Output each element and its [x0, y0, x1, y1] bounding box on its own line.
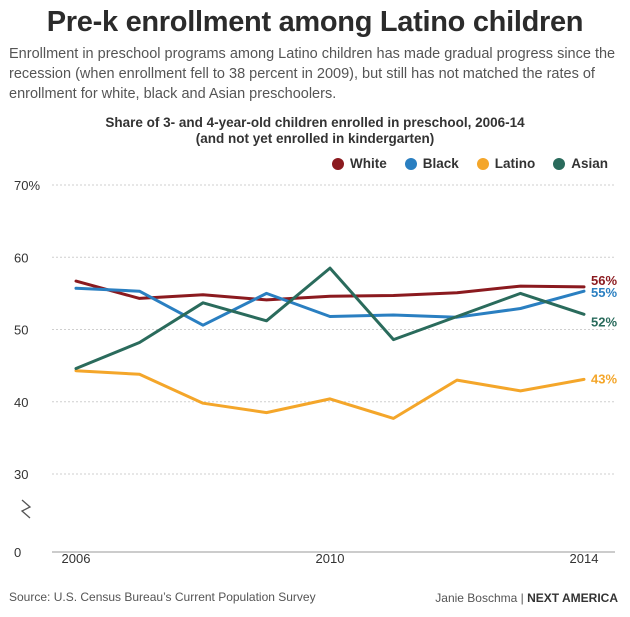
data-point-latino — [455, 378, 459, 382]
data-point-asian — [201, 301, 205, 304]
data-point-black — [392, 313, 395, 317]
data-point-asian — [519, 292, 522, 295]
legend-item-latino: Latino — [476, 156, 536, 171]
series-line-asian — [74, 266, 586, 370]
chart-end-labels: 56%55% 43% 52% — [591, 273, 617, 386]
credit-line: Janie Boschma | NEXT AMERICA — [435, 591, 618, 605]
data-point-white — [74, 279, 78, 283]
legend-label-latino: Latino — [494, 156, 536, 171]
page-subtitle: Enrollment in preschool programs among L… — [9, 46, 616, 102]
legend-item-asian: Asian — [553, 156, 608, 171]
data-point-white — [138, 297, 141, 300]
legend-swatch-asian — [553, 157, 566, 170]
data-point-white — [519, 284, 522, 288]
data-point-black — [265, 292, 268, 295]
data-point-white — [582, 285, 586, 289]
brand-name: NEXT AMERICA — [527, 591, 618, 605]
y-tick-label: 0 — [14, 545, 21, 560]
series-line-black — [74, 286, 586, 327]
chart-title: Share of 3- and 4-year-old children enro… — [0, 115, 630, 147]
source-note: Source: U.S. Census Bureau’s Current Pop… — [9, 590, 316, 604]
legend-label-white: White — [349, 156, 387, 171]
x-tick-label: 2014 — [570, 551, 599, 566]
data-point-asian — [74, 367, 78, 370]
y-tick-label: 60 — [14, 250, 28, 265]
end-label-black: 55% — [591, 285, 617, 300]
data-point-latino — [392, 417, 395, 420]
end-label-asian: 52% — [591, 314, 617, 329]
data-point-asian — [138, 341, 141, 344]
legend-label-black: Black — [422, 156, 459, 171]
data-point-asian — [265, 319, 268, 323]
y-tick-label: 30 — [14, 467, 28, 482]
data-point-latino — [265, 411, 268, 414]
data-point-latino — [328, 397, 332, 401]
axis-break-mark — [20, 499, 32, 519]
data-point-asian — [392, 338, 395, 341]
data-point-latino — [138, 373, 141, 376]
axis-break-icon — [20, 499, 32, 519]
data-point-asian — [582, 313, 586, 316]
chart-title-line2: (and not yet enrolled in kindergarten) — [195, 131, 435, 146]
data-point-latino — [74, 369, 78, 372]
data-point-white — [392, 294, 395, 297]
data-point-white — [201, 293, 205, 297]
x-tick-label: 2006 — [62, 551, 91, 566]
y-tick-label: 40 — [14, 395, 28, 410]
y-tick-label: 50 — [14, 323, 28, 338]
data-point-white — [455, 291, 459, 294]
x-tick-label: 2010 — [316, 551, 345, 566]
end-label-white: 56% — [591, 273, 617, 288]
chart-grid: 70% 60 50 40 30 0 2006 2010 2014 — [14, 178, 615, 566]
chart-title-line1: Share of 3- and 4-year-old children enro… — [105, 115, 525, 130]
data-point-black — [74, 287, 78, 290]
series-line-latino — [74, 369, 586, 420]
legend-swatch-black — [404, 157, 417, 170]
end-label-latino: 43% — [591, 371, 617, 386]
chart-legend: White Black Latino Asian — [331, 156, 608, 171]
chart-lines — [74, 266, 586, 420]
data-point-black — [328, 315, 332, 318]
legend-item-white: White — [331, 156, 387, 171]
legend-item-black: Black — [404, 156, 459, 171]
page-title: Pre-k enrollment among Latino children — [46, 6, 584, 38]
data-point-asian — [328, 266, 332, 270]
legend-label-asian: Asian — [571, 156, 608, 171]
legend-swatch-white — [331, 157, 344, 170]
data-point-latino — [201, 401, 205, 405]
data-point-latino — [519, 389, 522, 393]
data-point-black — [582, 290, 586, 293]
y-tick-label: 70% — [14, 178, 40, 193]
data-point-black — [138, 290, 141, 293]
data-point-black — [201, 323, 205, 327]
data-point-latino — [582, 378, 586, 381]
data-point-white — [265, 298, 268, 302]
data-point-black — [519, 307, 522, 310]
author-credit: Janie Boschma | — [435, 591, 528, 605]
legend-swatch-latino — [476, 157, 489, 170]
data-point-white — [328, 295, 332, 298]
data-point-asian — [455, 315, 459, 318]
